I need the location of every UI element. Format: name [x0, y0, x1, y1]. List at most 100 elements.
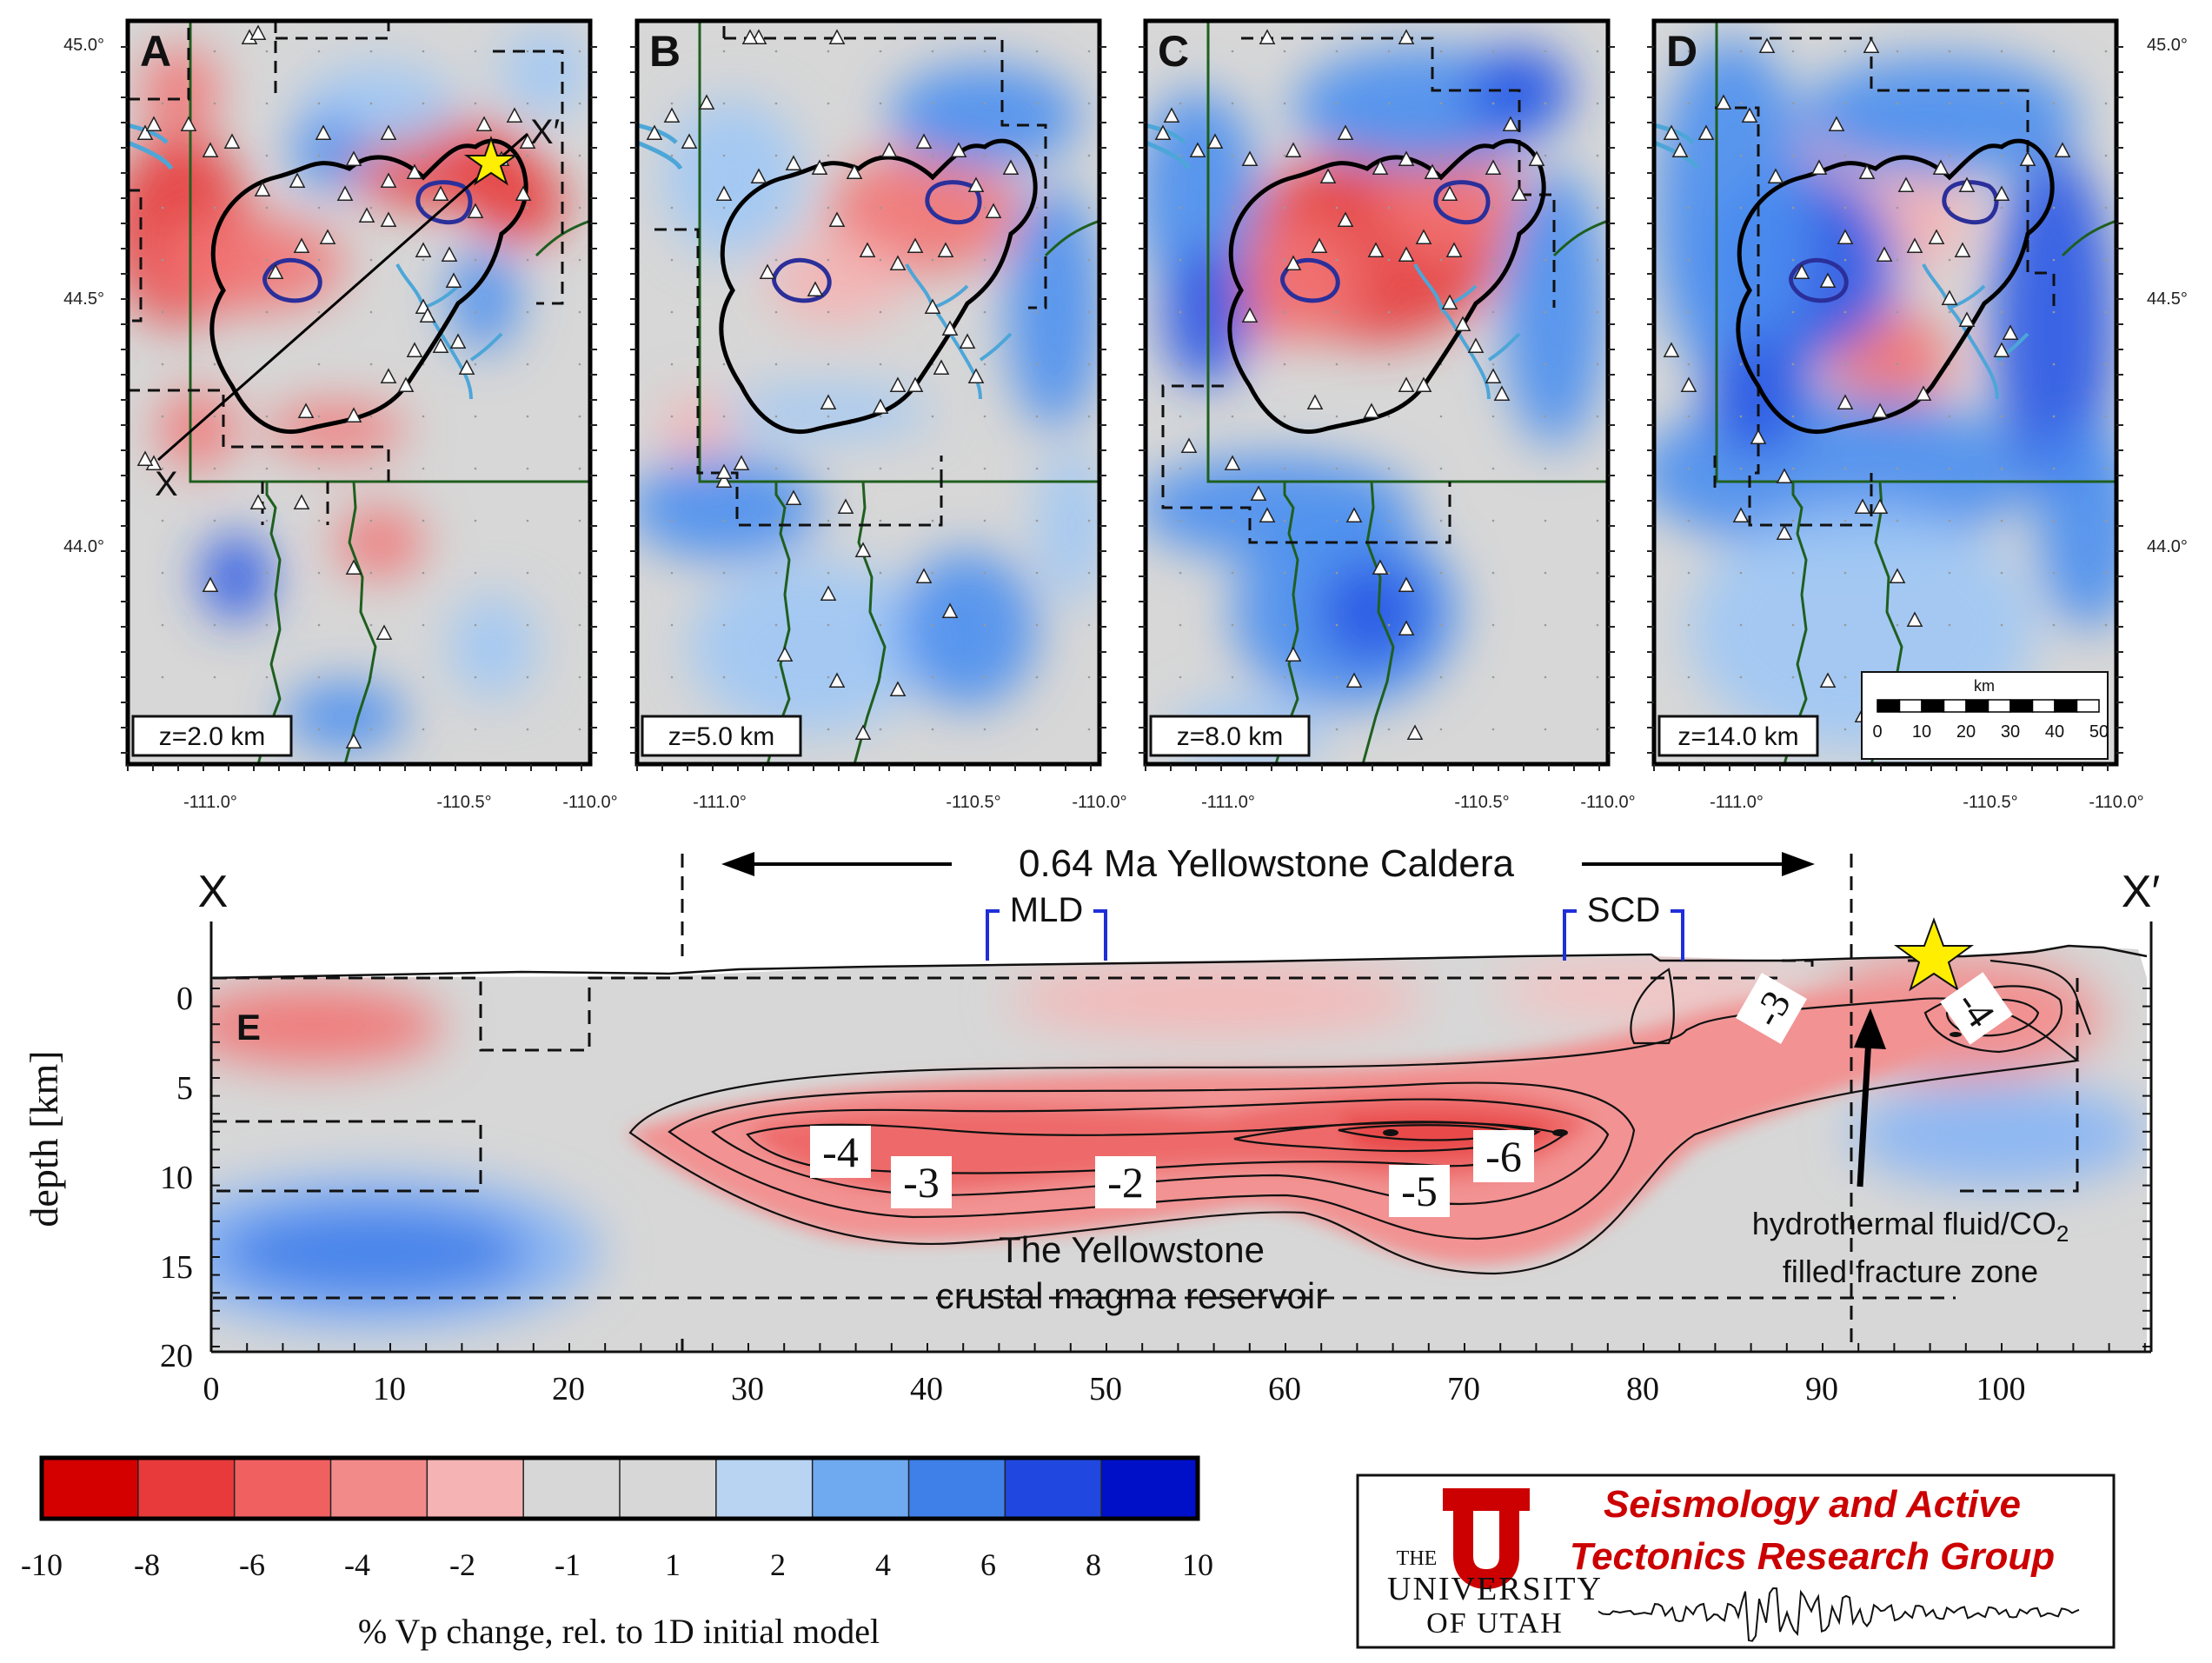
depth-label: z=14.0 km	[1677, 722, 1798, 751]
contour-label: -3	[903, 1158, 940, 1207]
colorbar-cell	[908, 1458, 1006, 1519]
colorbar-cell	[523, 1458, 621, 1519]
seismic-station-marker	[1485, 159, 1502, 176]
map-ticks	[1139, 46, 1615, 771]
seismic-station-marker	[432, 337, 449, 354]
reservoir-label-line1: The Yellowstone	[999, 1229, 1265, 1270]
depth-tick-label: 15	[160, 1249, 193, 1286]
seismic-station-marker	[297, 402, 315, 419]
resolution-outlines	[213, 854, 2079, 1352]
seismic-station-marker	[441, 246, 458, 263]
seismic-station-marker	[1206, 133, 1224, 150]
colorbar-tick-label: -8	[134, 1547, 160, 1582]
seismic-station-marker	[1958, 311, 1976, 328]
seismic-station-marker	[1250, 485, 1267, 502]
dome-label-mld: MLD	[1010, 891, 1083, 929]
park-boundary	[189, 21, 590, 483]
colorbar-cell	[42, 1458, 139, 1519]
seismic-station-marker	[380, 172, 397, 189]
seismic-station-marker	[872, 398, 889, 415]
seismic-station-marker	[1758, 37, 1776, 54]
velocity-anomaly-map	[637, 21, 1099, 764]
seismic-station-marker	[293, 494, 310, 510]
depth-label-box: z=2.0 km	[131, 715, 293, 757]
dome-label-scd: SCD	[1587, 891, 1660, 929]
contour-label-boxes	[810, 972, 2013, 1217]
seismic-station-marker	[1954, 242, 1971, 258]
caldera-outline	[1227, 138, 1546, 435]
seismic-station-marker	[249, 494, 267, 510]
contour-label: -5	[1401, 1167, 1438, 1215]
logo-the: THE	[1397, 1547, 1438, 1570]
logo-block: THE UNIVERSITY OF UTAH Seismology and Ac…	[1356, 1473, 2116, 1649]
depth-label-box: z=14.0 km	[1657, 715, 1819, 757]
park-boundary	[1206, 21, 1608, 483]
seismic-station-marker	[1285, 646, 1302, 662]
seismic-station-marker	[458, 359, 475, 376]
seismic-station-marker	[249, 24, 267, 41]
seismic-station-marker	[807, 281, 824, 297]
lon-tick-label: -111.0°	[1201, 793, 1255, 812]
resolution-outline	[1161, 37, 1556, 544]
distance-tick-label: 40	[910, 1371, 943, 1407]
seismic-station-marker	[1345, 672, 1363, 688]
seismic-stations	[136, 24, 536, 749]
seismic-station-marker	[1715, 94, 1732, 110]
seismic-station-marker	[2054, 142, 2071, 158]
seismic-station-marker	[933, 359, 950, 376]
fracture-label-text: hydrothermal fluid/CO	[1752, 1206, 2056, 1241]
seismic-station-marker	[467, 203, 484, 219]
seismic-station-marker	[397, 376, 415, 393]
earthquake-star	[1893, 917, 1975, 992]
lon-tick-label: -110.0°	[562, 793, 617, 812]
seismic-station-marker	[475, 116, 493, 132]
colorbar-tick-label: 1	[665, 1547, 681, 1582]
seismic-station-marker	[1819, 672, 1837, 688]
distance-tick-label: 100	[1976, 1371, 2026, 1407]
seismic-station-marker	[1528, 150, 1545, 167]
seismic-station-marker	[432, 185, 449, 202]
contour-label: -2	[1107, 1158, 1144, 1207]
velocity-anomaly-map	[1654, 21, 2116, 764]
seismic-station-marker	[1363, 402, 1380, 419]
seismic-station-marker	[1285, 255, 1302, 271]
seismic-station-marker	[1828, 116, 1845, 132]
seismic-station-marker	[380, 368, 397, 384]
seismic-station-marker	[1750, 429, 1767, 445]
colorbar-tick-labels: -10 -8 -6 -4 -2 -1 1 2 4 6 8 10	[21, 1547, 1213, 1582]
colorbar-tick-label: 8	[1086, 1547, 1101, 1582]
caldera-arrow: 0.64 Ma Yellowstone Caldera	[721, 842, 1815, 885]
map-ticks	[1647, 46, 2123, 771]
mallard-lake-dome-outline	[1280, 257, 1340, 303]
seismic-station-marker	[2019, 150, 2036, 167]
colorbar-cell	[1101, 1458, 1199, 1519]
seismic-station-marker	[1398, 29, 1415, 45]
seismic-station-marker	[1663, 124, 1680, 141]
profile-start-label: X	[198, 867, 229, 917]
depth-tick-label: 20	[160, 1338, 193, 1374]
seismic-station-marker	[1337, 211, 1354, 228]
seismic-station-marker	[345, 559, 362, 575]
distance-tick-label: 70	[1447, 1371, 1480, 1407]
depth-tick-labels: 0 5 10 15 20	[160, 981, 193, 1374]
seismic-station-marker	[336, 185, 354, 202]
depth-tick-label: 10	[160, 1160, 193, 1196]
seismic-station-marker	[1002, 159, 1020, 176]
fracture-arrow-head	[1854, 1008, 1886, 1049]
seismic-station-marker	[681, 133, 698, 150]
seismic-station-marker	[1876, 246, 1893, 263]
lat-tick-label: 45.0°	[2147, 36, 2188, 55]
group-name-line2: Tectonics Research Group	[1570, 1535, 2055, 1578]
lat-axis-right: 45.0° 44.5° 44.0°	[2147, 36, 2188, 556]
seismic-station-marker	[1372, 559, 1389, 575]
seismic-station-marker	[1398, 376, 1415, 393]
seismic-station-marker	[1863, 37, 1880, 54]
seismic-station-marker	[1993, 342, 2010, 358]
seismic-station-marker	[859, 242, 876, 258]
seismic-station-marker	[907, 376, 924, 393]
seismic-station-marker	[1732, 507, 1750, 523]
seismic-station-marker	[776, 646, 794, 662]
seismic-station-marker	[1415, 229, 1432, 245]
seismic-station-marker	[1311, 237, 1328, 254]
panel-letter: D	[1666, 27, 1697, 76]
